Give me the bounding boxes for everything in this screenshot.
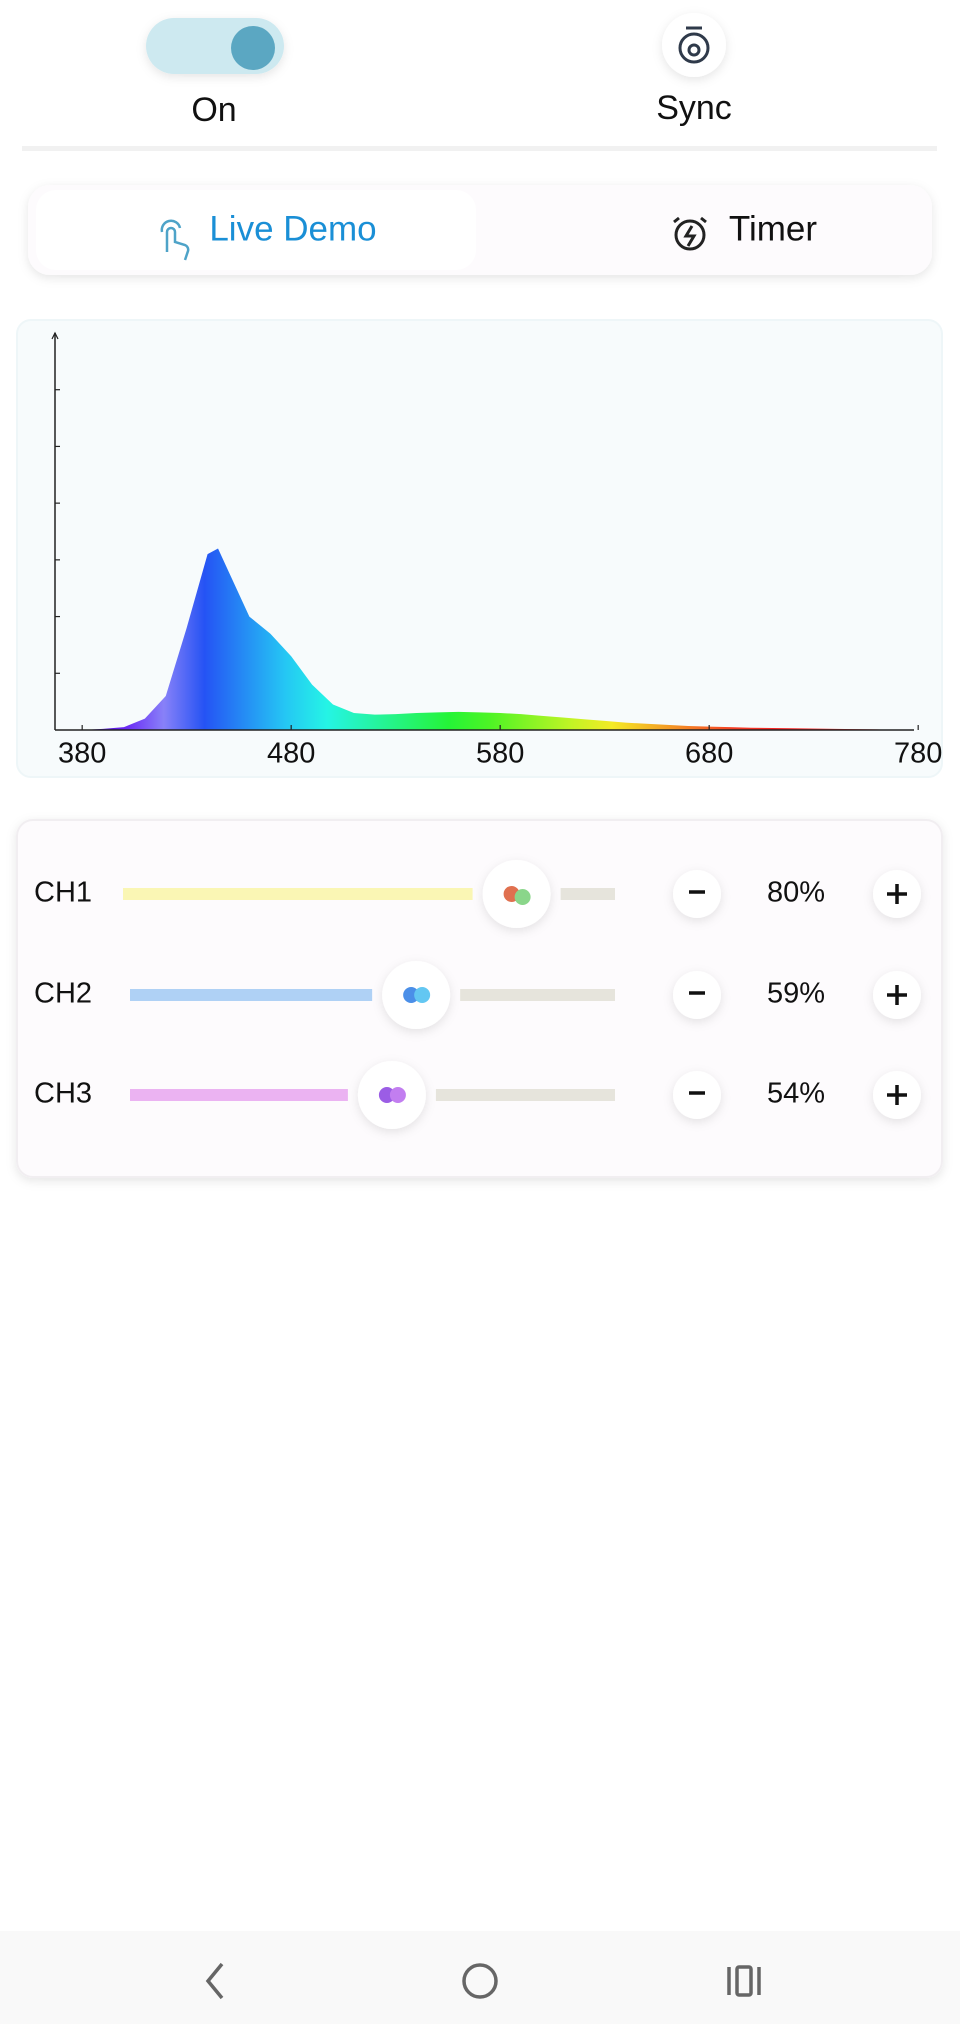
x-tick-label: 680 — [685, 738, 733, 770]
channel-value: 59% — [767, 978, 825, 1010]
knob-icon — [414, 987, 431, 1003]
spectrum-area — [82, 548, 898, 730]
tab-label[interactable]: Timer — [729, 209, 817, 248]
nav-back[interactable] — [205, 1962, 224, 2000]
plus-icon — [887, 985, 907, 1005]
nav-bar — [0, 1931, 960, 2024]
power-toggle[interactable] — [146, 18, 284, 74]
tab-icon — [673, 216, 707, 251]
knob-icon — [403, 987, 420, 1003]
minus-button[interactable] — [673, 1071, 721, 1119]
channel-value: 54% — [767, 1078, 825, 1110]
y-axis-arrow — [51, 331, 59, 340]
spectrum-chart: 380 480 580 680 780 — [51, 331, 942, 770]
x-tick-label: 780 — [894, 738, 942, 770]
tab-active[interactable] — [36, 190, 476, 270]
knob-icon — [514, 889, 531, 905]
sync-button[interactable] — [662, 13, 726, 77]
minus-button[interactable] — [673, 971, 721, 1019]
channel-name: CH2 — [34, 978, 92, 1010]
sync-icon — [687, 43, 701, 57]
toggle-knob — [231, 26, 275, 70]
plus-icon — [887, 884, 907, 904]
sync-icon — [678, 32, 710, 64]
channel-name: CH3 — [34, 1078, 92, 1110]
channel-value: 80% — [767, 877, 825, 909]
nav-home[interactable] — [462, 1963, 498, 1999]
plus-icon — [887, 1085, 907, 1105]
tab-icon — [160, 219, 190, 261]
power-label: On — [191, 91, 236, 129]
divider — [22, 146, 937, 151]
tab-label[interactable]: Live Demo — [209, 209, 376, 248]
x-tick-label: 480 — [267, 738, 315, 770]
sync-label: Sync — [656, 89, 732, 127]
x-tick-label: 380 — [58, 738, 106, 770]
minus-button[interactable] — [673, 870, 721, 918]
x-tick-label: 580 — [476, 738, 524, 770]
channel-name: CH1 — [34, 877, 92, 909]
knob-icon — [378, 1087, 395, 1103]
knob-icon — [389, 1087, 406, 1103]
nav-recents[interactable] — [727, 1965, 761, 1997]
channels: CH1 80% CH2 59% CH3 54% — [34, 860, 921, 1129]
